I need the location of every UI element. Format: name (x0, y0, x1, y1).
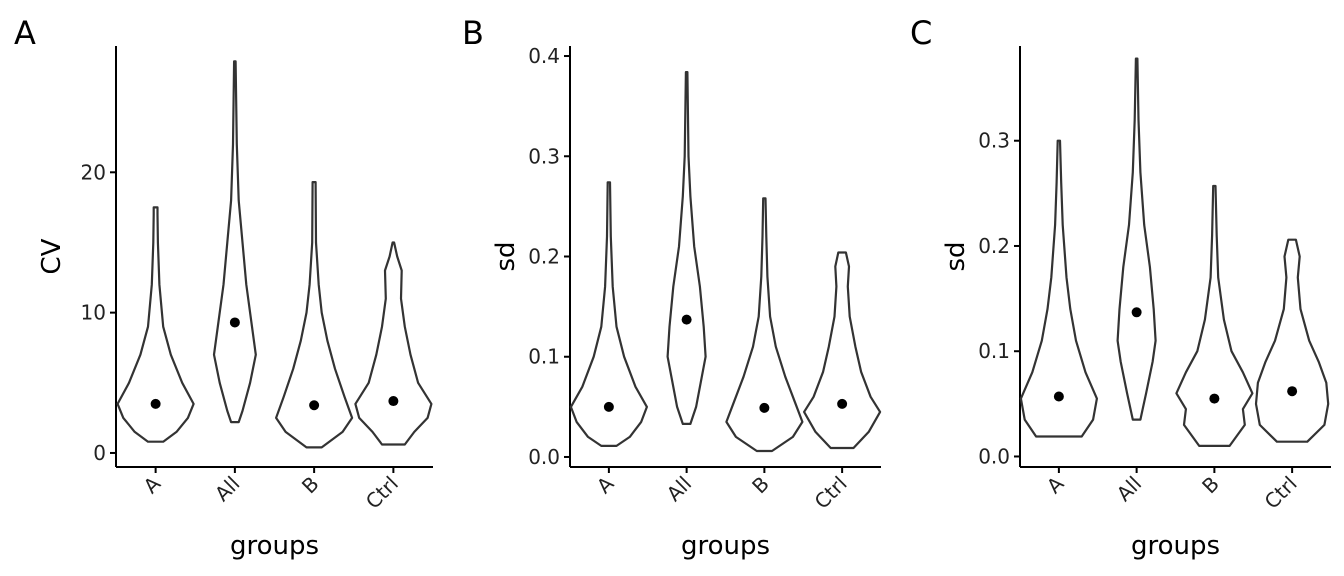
violin-a (1019, 139, 1098, 438)
violin-all (212, 60, 257, 424)
median-point-b (759, 402, 770, 413)
panel-c: C 0.0 0.1 0.2 0.3 sd A All B Ctrl groups (910, 14, 1331, 561)
x-tick-label: B (1197, 472, 1224, 499)
violin-a (569, 181, 648, 447)
y-tick-label: 0.2 (978, 234, 1010, 258)
y-tick-label: 0.0 (978, 444, 1010, 468)
median-point-a (1053, 391, 1064, 402)
violin-all (666, 71, 707, 425)
violin-a (116, 206, 195, 443)
violin-b (1175, 184, 1254, 447)
median-point-all (681, 314, 692, 325)
y-tick-label: 0.2 (528, 245, 560, 269)
violin-all (1116, 57, 1157, 421)
median-point-a (603, 401, 614, 412)
y-tick-label: 0 (93, 441, 106, 465)
x-axis-title: groups (681, 531, 770, 561)
x-tick-label: All (1112, 472, 1147, 507)
median-point-b (309, 400, 320, 411)
x-tick-label: All (662, 472, 697, 507)
median-point-all (229, 317, 240, 328)
y-tick-label: 10 (81, 301, 106, 325)
y-tick-label: 0.1 (528, 345, 560, 369)
panel-a: A 0 10 20 CV A All B Ctrl groups (14, 14, 433, 561)
violin-b (275, 181, 354, 449)
x-tick-label: Ctrl (361, 472, 403, 514)
y-tick-label: 20 (81, 160, 106, 184)
median-point-ctrl (1287, 386, 1298, 397)
panel-tag: A (14, 14, 36, 52)
x-tick-label: Ctrl (810, 472, 852, 514)
x-tick-label: Ctrl (1260, 472, 1302, 514)
x-tick-label: A (592, 471, 619, 498)
violin-ctrl (803, 251, 882, 450)
violin-ctrl (354, 241, 433, 446)
x-tick-label: A (1042, 471, 1069, 498)
x-axis-title: groups (230, 531, 319, 561)
y-axis-title: sd (491, 241, 521, 271)
panel-tag: C (910, 14, 932, 52)
x-tick-label: A (139, 471, 166, 498)
median-point-all (1131, 307, 1142, 318)
y-tick-label: 0.4 (528, 44, 560, 68)
panel-tag: B (462, 14, 484, 52)
median-point-ctrl (388, 396, 399, 407)
median-point-a (150, 398, 161, 409)
panel-b: B 0.0 0.1 0.2 0.3 0.4 sd A All B Ctrl groups (462, 14, 882, 561)
violin-b (725, 197, 804, 453)
y-axis-title: sd (941, 241, 971, 271)
violin-ctrl (1254, 238, 1330, 443)
y-tick-label: 0.0 (528, 445, 560, 469)
x-tick-label: B (297, 472, 324, 499)
y-axis-title: CV (37, 238, 67, 274)
median-point-b (1209, 393, 1220, 404)
y-tick-label: 0.3 (528, 144, 560, 168)
x-axis-title: groups (1131, 531, 1220, 561)
median-point-ctrl (837, 398, 848, 409)
x-tick-label: B (747, 472, 774, 499)
y-tick-label: 0.3 (978, 129, 1010, 153)
y-tick-label: 0.1 (978, 339, 1010, 363)
x-tick-label: All (210, 472, 245, 507)
